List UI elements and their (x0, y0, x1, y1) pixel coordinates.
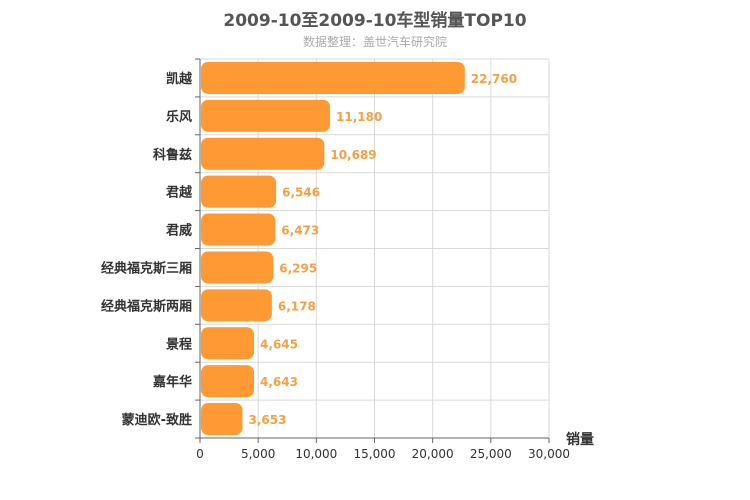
data-label: 6,178 (278, 299, 316, 313)
x-tick-label: 15,000 (354, 447, 396, 461)
category-label: 经典福克斯两厢 (101, 298, 192, 314)
x-axis-label: 销量 (566, 431, 594, 448)
chart-title: 2009-10至2009-10车型销量TOP10 (223, 11, 527, 31)
data-label: 22,760 (471, 72, 517, 86)
x-tick-label: 10,000 (295, 447, 337, 461)
category-label: 景程 (166, 337, 192, 352)
bar (201, 137, 325, 170)
category-label: 蒙迪欧-致胜 (122, 412, 192, 428)
x-tick-label: 0 (196, 447, 204, 461)
bar (201, 175, 277, 208)
category-label: 乐风 (166, 109, 192, 125)
axes: 0 5,000 10,000 15,000 20,000 25,000 30,000 凯越乐风… (101, 58, 570, 461)
bar (201, 289, 272, 322)
data-label: 6,295 (279, 261, 317, 275)
category-label: 科鲁兹 (153, 147, 192, 163)
bar (201, 327, 255, 360)
bars: 22,760 11,180 10,689 6,546 6,473 6,295 6,178 4,… (201, 61, 517, 436)
data-label: 6,546 (282, 186, 320, 200)
bar (201, 213, 276, 246)
bar (201, 61, 465, 94)
x-tick-label: 30,000 (528, 447, 570, 461)
x-tick-label: 5,000 (241, 447, 275, 461)
category-label: 君越 (166, 185, 193, 201)
data-label: 4,643 (260, 375, 298, 389)
bar (201, 99, 331, 132)
data-label: 4,645 (260, 337, 298, 351)
bar (201, 251, 274, 284)
x-tick-label: 25,000 (470, 447, 512, 461)
category-label: 君威 (166, 223, 192, 239)
category-label: 嘉年华 (152, 374, 192, 390)
category-label: 经典福克斯三厢 (101, 260, 192, 276)
data-label: 11,180 (336, 110, 382, 124)
data-label: 3,653 (248, 413, 286, 427)
grid-lines (200, 58, 550, 438)
bar (201, 403, 243, 436)
bar (201, 365, 255, 398)
category-label: 凯越 (166, 71, 193, 87)
data-label: 10,689 (330, 148, 376, 162)
chart-subtitle: 数据整理：盖世汽车研究院 (302, 35, 447, 49)
data-label: 6,473 (281, 224, 319, 238)
x-tick-label: 20,000 (412, 447, 454, 461)
